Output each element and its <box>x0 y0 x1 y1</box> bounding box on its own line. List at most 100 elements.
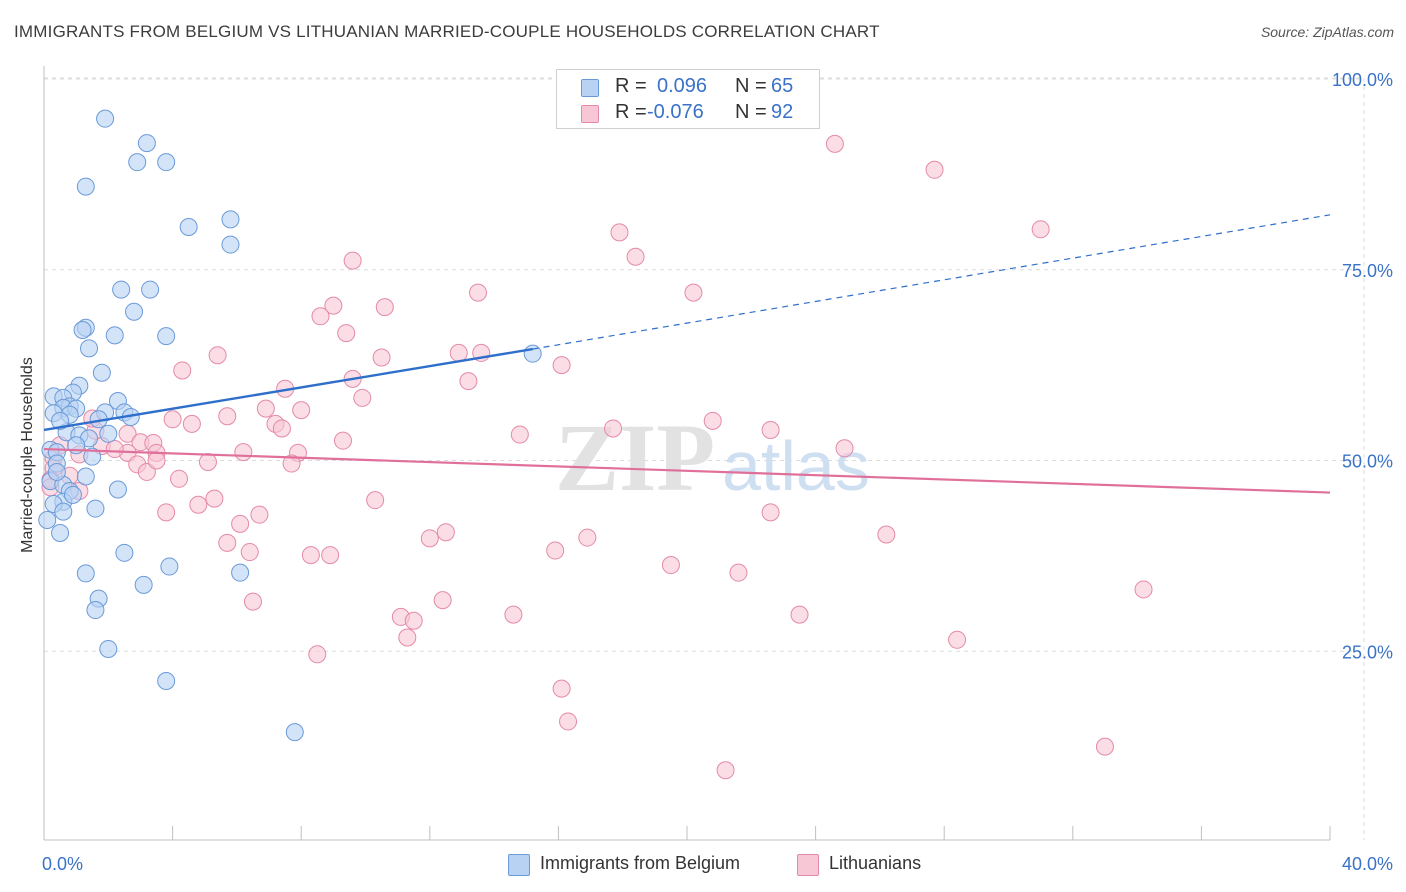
grid-layer <box>44 77 1365 840</box>
lithuanians-point <box>604 419 623 438</box>
y-tick-label: 75.0% <box>1342 261 1393 281</box>
lithuanians-point <box>398 628 417 647</box>
lithuanians-point <box>626 247 645 266</box>
lithuanians-point <box>218 407 237 426</box>
lithuanians-point <box>170 469 189 488</box>
lithuanians-point <box>459 372 478 391</box>
n-value: 65 <box>771 75 794 97</box>
lithuanians-point <box>333 431 352 450</box>
lithuanians-point <box>272 419 291 438</box>
watermark-zip: ZIP <box>555 404 715 511</box>
belgium-point <box>96 109 115 128</box>
stats-row-belgium: R = 0.096 N = 65 <box>557 75 819 101</box>
belgium-point <box>99 424 118 443</box>
lithuanians-point <box>546 541 565 560</box>
lithuanians-point <box>1095 737 1114 756</box>
lithuanians-point <box>308 645 327 664</box>
belgium-point <box>108 480 127 499</box>
lithuanians-point <box>420 529 439 548</box>
lithuanians-point <box>948 630 967 649</box>
x-tick-label: 0.0% <box>42 854 83 874</box>
r-value: -0.076 <box>647 101 704 123</box>
belgium-point <box>285 723 304 742</box>
lithuanians-point <box>240 543 259 562</box>
lithuanians-point <box>404 611 423 630</box>
lithuanians-point <box>147 451 166 470</box>
lithuanians-point <box>684 283 703 302</box>
belgium-point <box>523 344 542 363</box>
belgium-point <box>51 523 70 542</box>
belgium-point <box>231 563 250 582</box>
lithuanians-point <box>234 443 253 462</box>
lithuanians-point <box>825 134 844 153</box>
legend-label: Lithuanians <box>829 853 922 873</box>
pink-swatch <box>797 854 819 876</box>
lithuanians-point <box>877 525 896 544</box>
belgium-point <box>115 543 134 562</box>
lithuanians-point <box>337 324 356 343</box>
lithuanians-point <box>578 528 597 547</box>
stats-legend: R = 0.096 N = 65 R = -0.076 N = 92 <box>556 69 820 129</box>
watermark: ZIP atlas <box>555 404 870 511</box>
belgium-points <box>38 109 542 742</box>
belgium-point <box>128 153 147 172</box>
blue-swatch <box>508 854 530 876</box>
blue-swatch <box>581 79 599 97</box>
lithuanians-point <box>1031 220 1050 239</box>
belgium-point <box>63 485 82 504</box>
belgium-trendline-extension <box>532 214 1331 350</box>
lithuanians-point <box>761 420 780 439</box>
chart-title: IMMIGRANTS FROM BELGIUM VS LITHUANIAN MA… <box>14 22 880 41</box>
lithuanians-point <box>205 489 224 508</box>
lithuanians-point <box>321 546 340 565</box>
lithuanians-point <box>353 388 372 407</box>
n-label: N = <box>735 75 767 97</box>
lithuanians-point <box>157 503 176 522</box>
belgium-point <box>54 502 73 521</box>
lithuanians-trendline <box>43 447 1331 494</box>
lithuanians-point <box>198 453 217 472</box>
lithuanians-point <box>433 591 452 610</box>
stats-row-lithuanians: R = -0.076 N = 92 <box>557 101 819 127</box>
belgium-point <box>221 235 240 254</box>
belgium-point <box>134 575 153 594</box>
belgium-point <box>73 321 92 340</box>
belgium-point <box>157 327 176 346</box>
belgium-point <box>105 326 124 345</box>
belgium-point <box>86 499 105 518</box>
lithuanians-point <box>231 514 250 533</box>
y-tick-label: 25.0% <box>1342 642 1393 662</box>
lithuanians-point <box>173 361 192 380</box>
r-label: R = <box>615 101 647 123</box>
lithuanians-point <box>372 348 391 367</box>
belgium-point <box>160 557 179 576</box>
belgium-point <box>76 177 95 196</box>
lithuanians-point <box>449 343 468 362</box>
lithuanians-point <box>761 503 780 522</box>
lithuanians-point <box>925 160 944 179</box>
lithuanians-point <box>552 356 571 375</box>
lithuanians-point <box>324 296 343 315</box>
n-value: 92 <box>771 101 794 123</box>
lithuanians-point <box>835 439 854 458</box>
lithuanians-point <box>208 346 227 365</box>
belgium-point <box>92 363 111 382</box>
belgium-point <box>125 302 144 321</box>
source-credit: Source: ZipAtlas.com <box>1260 24 1394 40</box>
lithuanians-points <box>41 134 1153 780</box>
lithuanians-point <box>250 505 269 524</box>
lithuanians-point <box>610 223 629 242</box>
lithuanians-point <box>292 401 311 420</box>
belgium-trendline <box>43 347 533 432</box>
lithuanians-point <box>256 399 275 418</box>
lithuanians-point <box>469 283 488 302</box>
lithuanians-point <box>311 307 330 326</box>
lithuanians-point <box>343 251 362 270</box>
belgium-point <box>83 447 102 466</box>
lithuanians-point <box>1134 580 1153 599</box>
lithuanians-point <box>282 454 301 473</box>
belgium-point <box>157 672 176 691</box>
belgium-point <box>137 134 156 153</box>
watermark-atlas: atlas <box>722 427 870 505</box>
